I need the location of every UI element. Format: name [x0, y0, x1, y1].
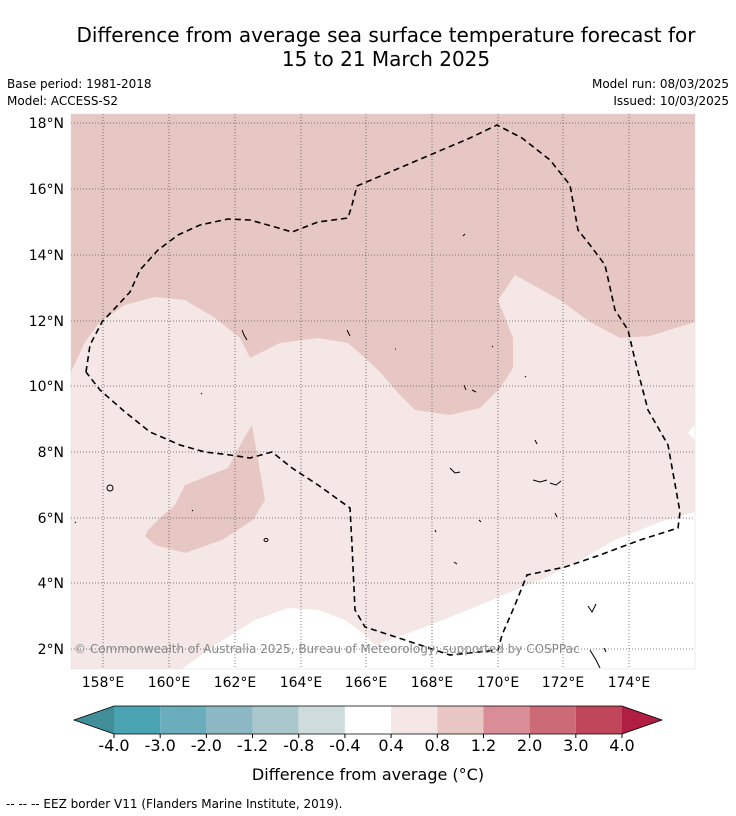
colorbar-segment: [114, 706, 161, 734]
lon-tick-label: 158°E: [82, 675, 125, 691]
lon-tick-label: 160°E: [148, 675, 191, 691]
model-text: Model: ACCESS-S2: [7, 94, 119, 108]
colorbar-segment: [437, 706, 484, 734]
lat-tick-label: 2°N: [38, 642, 64, 658]
base-period-text: Base period: 1981-2018: [7, 77, 152, 91]
colorbar-tick-label: 4.0: [609, 736, 634, 755]
lon-tick-label: 172°E: [542, 675, 585, 691]
colorbar-segment: [575, 706, 622, 734]
colorbar-extend-high: [622, 706, 662, 734]
lon-tick-label: 162°E: [214, 675, 257, 691]
anomaly-zone-east-neutral: [688, 425, 695, 440]
anomaly-zone-southeast-neutral: [182, 512, 695, 669]
lon-tick-label: 174°E: [608, 675, 651, 691]
colorbar-tick-label: -1.2: [237, 736, 268, 755]
lon-tick-labels: 158°E 160°E 162°E 164°E 166°E 168°E 170°…: [82, 675, 651, 691]
colorbar-tick-label: -2.0: [191, 736, 222, 755]
lat-tick-label: 14°N: [29, 248, 64, 264]
issued-text: Issued: 10/03/2025: [613, 94, 729, 108]
map-frame: [70, 113, 696, 670]
lat-tick-label: 18°N: [29, 116, 64, 132]
colorbar-extend-low: [74, 706, 114, 734]
colorbar-segment: [483, 706, 530, 734]
colorbar-tick-label: 1.2: [471, 736, 496, 755]
colorbar-tick-label: -0.4: [329, 736, 360, 755]
eez-border-legend: -- -- -- EEZ border V11 (Flanders Marine…: [6, 797, 343, 811]
colorbar-segment: [344, 706, 392, 734]
colorbar-segment: [529, 706, 576, 734]
colorbar-tick-label: 0.8: [425, 736, 450, 755]
lat-tick-label: 8°N: [38, 445, 64, 461]
lon-tick-label: 164°E: [280, 675, 323, 691]
colorbar-tick-label: 0.4: [378, 736, 403, 755]
lat-tick-label: 6°N: [38, 511, 64, 527]
lon-tick-label: 168°E: [411, 675, 454, 691]
lat-tick-label: 4°N: [38, 576, 64, 592]
colorbar-tick-label: 3.0: [563, 736, 588, 755]
copyright-watermark: © Commonwealth of Australia 2025, Bureau…: [74, 642, 580, 656]
islands: [74, 233, 607, 669]
colorbar-tick-label: -0.8: [283, 736, 314, 755]
chart-title-line2: 15 to 21 March 2025: [281, 47, 491, 71]
lat-tick-label: 10°N: [29, 379, 64, 395]
chart-title-line1: Difference from average sea surface temp…: [76, 23, 696, 47]
colorbar-tick-label: -4.0: [98, 736, 129, 755]
lon-tick-label: 166°E: [345, 675, 388, 691]
eez-border-line: [85, 124, 681, 656]
lat-tick-labels: 2°N 4°N 6°N 8°N 10°N 12°N 14°N 16°N 18°N: [29, 116, 64, 658]
colorbar-tick-label: 2.0: [517, 736, 542, 755]
colorbar-tick-label: -3.0: [145, 736, 176, 755]
colorbar-tick-labels: -4.0 -3.0 -2.0 -1.2 -0.8 -0.4 0.4 0.8 1.2 2.0 3.0 4…: [98, 734, 635, 755]
colorbar-segment: [206, 706, 253, 734]
model-run-text: Model run: 08/03/2025: [591, 77, 729, 91]
lat-tick-label: 12°N: [29, 314, 64, 330]
colorbar-segment: [160, 706, 207, 734]
colorbar-segment: [391, 706, 438, 734]
lat-tick-label: 16°N: [29, 182, 64, 198]
colorbar-label: Difference from average (°C): [252, 765, 484, 784]
colorbar: [72, 705, 664, 735]
colorbar-segment: [298, 706, 345, 734]
lon-tick-label: 170°E: [477, 675, 520, 691]
map-plot-area: © Commonwealth of Australia 2025, Bureau…: [71, 114, 695, 669]
graticule: [71, 114, 695, 669]
colorbar-segment: [252, 706, 299, 734]
